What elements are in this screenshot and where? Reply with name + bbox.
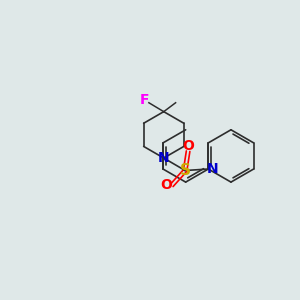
Text: S: S bbox=[180, 163, 190, 178]
Text: O: O bbox=[160, 178, 172, 192]
Text: N: N bbox=[158, 151, 170, 165]
Text: O: O bbox=[182, 139, 194, 153]
Text: N: N bbox=[207, 162, 219, 176]
Text: F: F bbox=[140, 93, 149, 107]
